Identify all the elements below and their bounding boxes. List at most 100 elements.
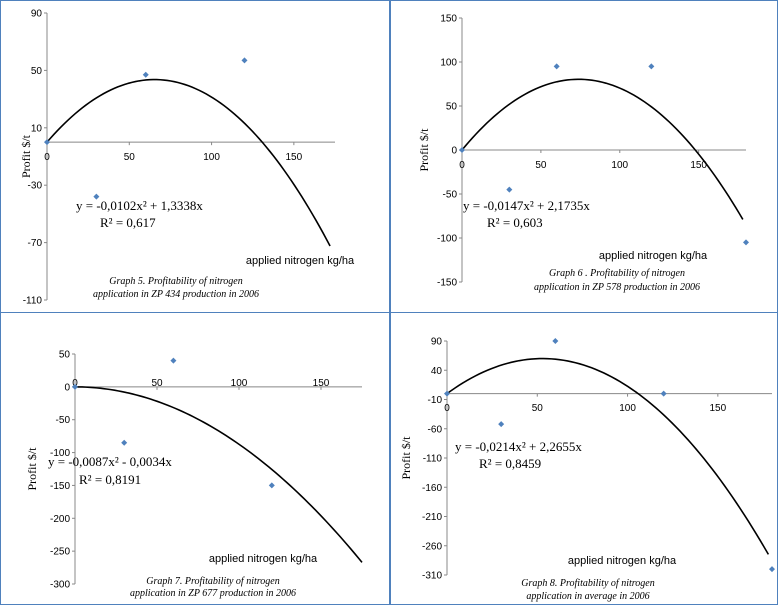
graph-5-trendline bbox=[46, 78, 331, 247]
graph-8-data-point bbox=[769, 566, 775, 573]
graph-5-chart: 90 50 10 -30 -70 -110 0 50 100 150 Profit $/t y = -… bbox=[19, 9, 355, 307]
graph-5-x-tick-label: 150 bbox=[286, 152, 303, 163]
graph-8-x-axis-label: applied nitrogen kg/ha bbox=[568, 555, 677, 567]
graph-7-y-tick-label: 0 bbox=[64, 382, 70, 393]
graph-5-x-tick-label: 50 bbox=[124, 152, 136, 163]
graph-7-x-tick-label: 0 bbox=[72, 378, 78, 389]
graph-7-equation: y = -0,0087x² - 0,0034x bbox=[48, 454, 172, 469]
graph-5-x-tick-label: 0 bbox=[44, 152, 50, 163]
graph-8-data-point bbox=[660, 390, 667, 397]
graph-8-y-tick-label: -310 bbox=[422, 571, 442, 582]
graph-7-data-point bbox=[72, 383, 78, 390]
graph-7-y-tick-label: -200 bbox=[50, 514, 70, 525]
graph-5-caption-line: Graph 5. Profitability of nitrogen bbox=[109, 276, 242, 287]
graph-5-x-axis-label: applied nitrogen kg/ha bbox=[246, 255, 355, 267]
graph-5-r-squared: R² = 0,617 bbox=[100, 215, 156, 230]
graph-6-y-tick-label: 150 bbox=[440, 14, 457, 25]
graph-5-data-point bbox=[44, 139, 50, 146]
graph-6-panel: 150 100 50 0 -50 -100 -150 0 50 100 150 Profit $/t y… bbox=[391, 0, 778, 313]
graph-5-data-point bbox=[241, 57, 248, 64]
graph-8-x-tick-label: 100 bbox=[619, 403, 636, 414]
graph-6-data-point bbox=[506, 186, 513, 193]
graph-6-chart: 150 100 50 0 -50 -100 -150 0 50 100 150 Profit $/t y… bbox=[417, 14, 749, 293]
graph-7-caption-line: application in ZP 677 production in 2006 bbox=[130, 588, 296, 599]
graph-8-equation: y = -0,0214x² + 2,2655x bbox=[455, 439, 582, 454]
graph-7-x-axis-label: applied nitrogen kg/ha bbox=[209, 553, 318, 565]
graph-7-x-tick-label: 100 bbox=[231, 378, 248, 389]
graph-8-y-tick-label: -60 bbox=[428, 424, 443, 435]
graph-8-y-tick-label: -210 bbox=[422, 512, 442, 523]
graph-7-caption-line: Graph 7. Profitability of nitrogen bbox=[146, 576, 279, 587]
graph-5-x-tick-label: 100 bbox=[203, 152, 220, 163]
graph-7-data-point bbox=[268, 482, 275, 489]
graph-8-data-point bbox=[444, 390, 450, 397]
graph-6-data-point bbox=[648, 63, 655, 70]
graph-7-panel: 50 0 -50 -100 -150 -200 -250 -300 0 50 100 150 Profi… bbox=[0, 314, 390, 605]
graph-8-r-squared: R² = 0,8459 bbox=[479, 456, 541, 471]
graph-5-y-tick-label: 10 bbox=[31, 123, 43, 134]
graph-8-trendline bbox=[446, 357, 770, 555]
graph-8-panel: 90 40 -10 -60 -110 -160 -210 -260 -310 0 50 100 150 P… bbox=[391, 314, 778, 605]
graph-8-y-tick-label: 40 bbox=[431, 366, 443, 377]
graph-5-caption-line: application in ZP 434 production in 2006 bbox=[93, 289, 259, 300]
graph-6-trendline bbox=[461, 78, 744, 220]
graph-8-data-point bbox=[498, 421, 505, 428]
graph-8-y-tick-label: -10 bbox=[428, 395, 443, 406]
graph-6-y-tick-label: -100 bbox=[437, 234, 457, 245]
graph-6-data-point bbox=[743, 239, 749, 246]
graph-8-caption-line: Graph 8. Profitability of nitrogen bbox=[521, 578, 654, 589]
graph-6-equation: y = -0,0147x² + 2,1735x bbox=[463, 198, 590, 213]
graph-5-y-tick-label: -110 bbox=[23, 296, 43, 307]
graph-7-x-tick-label: 50 bbox=[151, 378, 163, 389]
graph-7-y-tick-label: 50 bbox=[59, 350, 71, 361]
graph-6-data-point bbox=[553, 63, 560, 70]
graph-8-y-tick-label: -160 bbox=[422, 483, 442, 494]
graph-8-y-tick-label: -110 bbox=[423, 454, 443, 465]
graph-7-y-tick-label: -150 bbox=[50, 481, 70, 492]
graph-5-panel: 90 50 10 -30 -70 -110 0 50 100 150 Profit $/t y = -… bbox=[0, 0, 390, 313]
graph-5-y-axis-label: Profit $/t bbox=[19, 134, 33, 178]
graph-6-x-tick-label: 100 bbox=[611, 160, 628, 171]
graph-5-y-tick-label: 50 bbox=[31, 66, 43, 77]
graph-6-x-tick-label: 0 bbox=[459, 160, 465, 171]
graph-5-y-tick-label: -30 bbox=[28, 181, 43, 192]
graph-6-r-squared: R² = 0,603 bbox=[487, 215, 543, 230]
graph-8-y-tick-label: -260 bbox=[422, 541, 442, 552]
graph-6-y-tick-label: -150 bbox=[437, 278, 457, 289]
graph-7-y-tick-label: -50 bbox=[56, 415, 71, 426]
graph-5-y-tick-label: 90 bbox=[31, 9, 43, 20]
graph-7-y-tick-label: -250 bbox=[50, 547, 70, 558]
graph-7-x-tick-label: 150 bbox=[313, 378, 330, 389]
graph-8-x-tick-label: 150 bbox=[709, 403, 726, 414]
graph-5-y-tick-label: -70 bbox=[28, 238, 43, 249]
graph-8-chart: 90 40 -10 -60 -110 -160 -210 -260 -310 0 50 100 150 P… bbox=[399, 337, 775, 602]
graph-8-y-tick-label: 90 bbox=[431, 337, 443, 348]
graph-7-y-axis-label: Profit $/t bbox=[25, 447, 39, 491]
graph-6-x-axis-label: applied nitrogen kg/ha bbox=[599, 250, 708, 262]
graph-6-y-tick-label: 0 bbox=[451, 146, 457, 157]
graph-6-y-axis-label: Profit $/t bbox=[417, 128, 431, 172]
graph-7-y-tick-label: -300 bbox=[50, 580, 70, 591]
graph-7-r-squared: R² = 0,8191 bbox=[79, 472, 141, 487]
graph-7-chart: 50 0 -50 -100 -150 -200 -250 -300 0 50 100 150 Profi… bbox=[25, 350, 363, 599]
graph-8-x-tick-label: 0 bbox=[444, 403, 450, 414]
graph-7-trendline bbox=[74, 386, 363, 563]
graph-6-y-tick-label: -50 bbox=[443, 190, 458, 201]
graph-8-y-axis-label: Profit $/t bbox=[399, 436, 413, 480]
graph-8-caption-line: application in average in 2006 bbox=[526, 591, 649, 602]
graph-6-x-tick-label: 50 bbox=[535, 160, 547, 171]
graph-6-x-tick-label: 150 bbox=[690, 160, 707, 171]
graph-7-data-point bbox=[170, 357, 177, 364]
graph-6-data-point bbox=[459, 147, 465, 153]
graph-7-y-tick-label: -100 bbox=[50, 448, 70, 459]
graph-6-y-tick-label: 50 bbox=[446, 102, 458, 113]
graph-5-data-point bbox=[142, 71, 149, 78]
graph-8-data-point bbox=[552, 338, 559, 344]
graph-5-equation: y = -0,0102x² + 1,3338x bbox=[76, 198, 203, 213]
graph-8-x-tick-label: 50 bbox=[532, 403, 544, 414]
graph-6-caption-line: application in ZP 578 production in 2006 bbox=[534, 282, 700, 293]
graph-7-data-point bbox=[121, 439, 128, 446]
graph-5-data-point bbox=[93, 193, 100, 200]
graph-6-caption-line: Graph 6 . Profitability of nitrogen bbox=[549, 268, 685, 279]
